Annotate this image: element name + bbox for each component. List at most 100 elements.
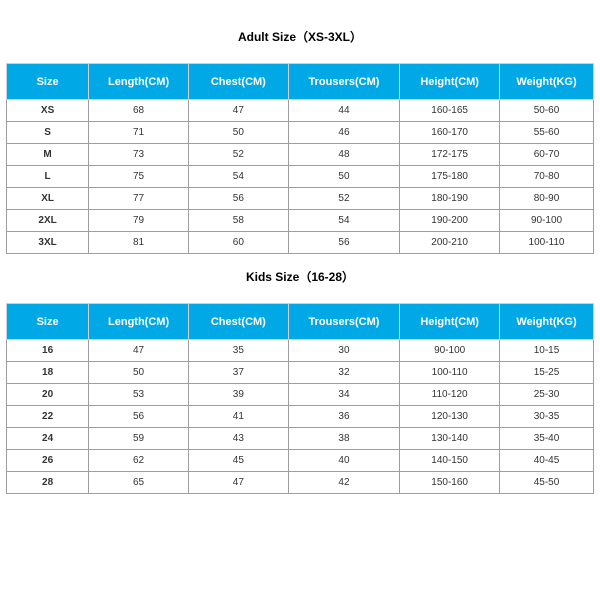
size-cell: L [7, 166, 89, 188]
size-cell: 26 [7, 450, 89, 472]
adult-section: Adult Size（XS-3XL） SizeLength(CM)Chest(C… [6, 14, 594, 254]
data-cell: 55-60 [500, 122, 594, 144]
table-header-row: SizeLength(CM)Chest(CM)Trousers(CM)Heigh… [7, 304, 594, 340]
data-cell: 39 [188, 384, 288, 406]
table-row: 28654742150-16045-50 [7, 472, 594, 494]
table-row: 2XL795854190-20090-100 [7, 210, 594, 232]
data-cell: 56 [288, 232, 400, 254]
data-cell: 52 [288, 188, 400, 210]
size-cell: XS [7, 100, 89, 122]
data-cell: 10-15 [500, 340, 594, 362]
data-cell: 42 [288, 472, 400, 494]
data-cell: 79 [89, 210, 189, 232]
column-header: Height(CM) [400, 304, 500, 340]
data-cell: 175-180 [400, 166, 500, 188]
column-header: Weight(KG) [500, 304, 594, 340]
data-cell: 81 [89, 232, 189, 254]
data-cell: 56 [188, 188, 288, 210]
table-row: 3XL816056200-210100-110 [7, 232, 594, 254]
data-cell: 71 [89, 122, 189, 144]
data-cell: 25-30 [500, 384, 594, 406]
data-cell: 180-190 [400, 188, 500, 210]
data-cell: 58 [188, 210, 288, 232]
data-cell: 59 [89, 428, 189, 450]
table-row: XL775652180-19080-90 [7, 188, 594, 210]
size-cell: S [7, 122, 89, 144]
table-row: M735248172-17560-70 [7, 144, 594, 166]
data-cell: 75 [89, 166, 189, 188]
kids-table: SizeLength(CM)Chest(CM)Trousers(CM)Heigh… [6, 303, 594, 494]
data-cell: 34 [288, 384, 400, 406]
size-cell: 3XL [7, 232, 89, 254]
data-cell: 38 [288, 428, 400, 450]
column-header: Trousers(CM) [288, 64, 400, 100]
table-row: 26624540140-15040-45 [7, 450, 594, 472]
table-row: 24594338130-14035-40 [7, 428, 594, 450]
data-cell: 45 [188, 450, 288, 472]
data-cell: 54 [188, 166, 288, 188]
data-cell: 77 [89, 188, 189, 210]
data-cell: 160-170 [400, 122, 500, 144]
data-cell: 50 [288, 166, 400, 188]
data-cell: 15-25 [500, 362, 594, 384]
data-cell: 43 [188, 428, 288, 450]
data-cell: 60-70 [500, 144, 594, 166]
data-cell: 200-210 [400, 232, 500, 254]
data-cell: 80-90 [500, 188, 594, 210]
data-cell: 50-60 [500, 100, 594, 122]
table-row: 18503732100-11015-25 [7, 362, 594, 384]
size-cell: 24 [7, 428, 89, 450]
table-row: XS684744160-16550-60 [7, 100, 594, 122]
size-cell: 2XL [7, 210, 89, 232]
data-cell: 41 [188, 406, 288, 428]
column-header: Chest(CM) [188, 304, 288, 340]
data-cell: 46 [288, 122, 400, 144]
table-row: 1647353090-10010-15 [7, 340, 594, 362]
data-cell: 50 [188, 122, 288, 144]
column-header: Size [7, 304, 89, 340]
data-cell: 52 [188, 144, 288, 166]
data-cell: 70-80 [500, 166, 594, 188]
data-cell: 32 [288, 362, 400, 384]
data-cell: 110-120 [400, 384, 500, 406]
size-cell: 16 [7, 340, 89, 362]
data-cell: 35-40 [500, 428, 594, 450]
data-cell: 48 [288, 144, 400, 166]
table-row: L755450175-18070-80 [7, 166, 594, 188]
data-cell: 53 [89, 384, 189, 406]
data-cell: 90-100 [400, 340, 500, 362]
column-header: Length(CM) [89, 304, 189, 340]
column-header: Weight(KG) [500, 64, 594, 100]
data-cell: 100-110 [500, 232, 594, 254]
data-cell: 50 [89, 362, 189, 384]
column-header: Height(CM) [400, 64, 500, 100]
kids-section: Kids Size（16-28） SizeLength(CM)Chest(CM)… [6, 254, 594, 494]
data-cell: 36 [288, 406, 400, 428]
data-cell: 60 [188, 232, 288, 254]
data-cell: 47 [188, 100, 288, 122]
data-cell: 150-160 [400, 472, 500, 494]
size-cell: 28 [7, 472, 89, 494]
data-cell: 65 [89, 472, 189, 494]
data-cell: 90-100 [500, 210, 594, 232]
data-cell: 172-175 [400, 144, 500, 166]
data-cell: 30-35 [500, 406, 594, 428]
data-cell: 100-110 [400, 362, 500, 384]
data-cell: 44 [288, 100, 400, 122]
data-cell: 56 [89, 406, 189, 428]
size-cell: 20 [7, 384, 89, 406]
size-cell: XL [7, 188, 89, 210]
data-cell: 47 [188, 472, 288, 494]
data-cell: 62 [89, 450, 189, 472]
data-cell: 54 [288, 210, 400, 232]
table-row: S715046160-17055-60 [7, 122, 594, 144]
data-cell: 40-45 [500, 450, 594, 472]
table-row: 20533934110-12025-30 [7, 384, 594, 406]
data-cell: 73 [89, 144, 189, 166]
size-cell: M [7, 144, 89, 166]
column-header: Length(CM) [89, 64, 189, 100]
table-header-row: SizeLength(CM)Chest(CM)Trousers(CM)Heigh… [7, 64, 594, 100]
table-row: 22564136120-13030-35 [7, 406, 594, 428]
data-cell: 47 [89, 340, 189, 362]
data-cell: 130-140 [400, 428, 500, 450]
